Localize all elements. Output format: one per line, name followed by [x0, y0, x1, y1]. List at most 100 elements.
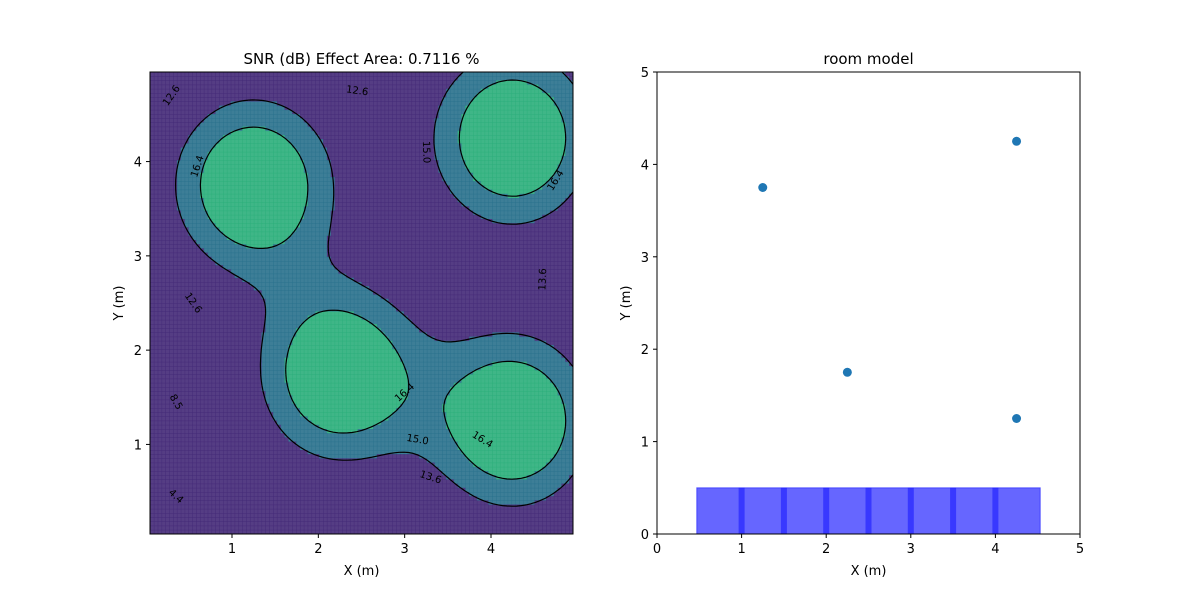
contour-cell — [380, 93, 386, 98]
contour-cell — [215, 189, 220, 195]
contour-cell — [257, 256, 263, 262]
contour-cell — [388, 160, 393, 165]
contour-cell — [488, 198, 493, 203]
contour-cell — [303, 97, 309, 102]
contour-cell — [465, 193, 470, 199]
contour-cell — [511, 156, 516, 161]
contour-cell — [480, 156, 486, 161]
contour-cell — [526, 118, 532, 123]
contour-cell — [349, 168, 355, 174]
contour-cell — [188, 93, 193, 98]
contour-cell — [315, 135, 320, 140]
contour-cell — [199, 122, 205, 128]
contour-cell — [388, 181, 393, 186]
contour-cell — [369, 151, 374, 157]
contour-cell — [311, 72, 316, 77]
contour-cell — [219, 139, 224, 144]
contour-cell — [384, 72, 390, 77]
contour-cell — [488, 164, 493, 170]
contour-cell — [269, 88, 274, 94]
contour-cell — [188, 227, 193, 233]
contour-cell — [369, 256, 374, 262]
contour-cell — [473, 130, 478, 136]
contour-cell — [549, 185, 555, 191]
contour-cell — [453, 206, 459, 212]
contour-cell — [399, 101, 405, 107]
contour-cell — [542, 76, 547, 81]
contour-cell — [507, 101, 513, 107]
contour-cell — [276, 72, 282, 77]
contour-cell — [238, 118, 243, 123]
contour-cell — [446, 97, 451, 102]
contour-cell — [326, 143, 332, 149]
contour-cell — [411, 93, 416, 98]
contour-cell — [215, 76, 220, 81]
contour-cell — [307, 160, 313, 165]
contour-cell — [199, 139, 205, 144]
contour-cell — [569, 193, 573, 199]
contour-cell — [465, 181, 470, 186]
contour-cell — [299, 248, 305, 254]
contour-cell — [484, 210, 489, 216]
contour-cell — [369, 147, 374, 153]
contour-cell — [534, 97, 539, 102]
contour-cell — [499, 76, 505, 81]
contour-cell — [199, 72, 205, 77]
contour-cell — [426, 198, 432, 203]
contour-cell — [442, 256, 447, 262]
contour-cell — [303, 164, 309, 170]
contour-cell — [284, 114, 290, 119]
contour-cell — [365, 252, 370, 258]
contour-cell — [473, 88, 478, 94]
contour-cell — [561, 193, 566, 199]
contour-cell — [211, 130, 216, 136]
contour-cell — [169, 261, 174, 266]
contour-cell — [469, 147, 474, 153]
contour-cell — [423, 122, 428, 128]
contour-cell — [315, 118, 320, 123]
contour-cell — [238, 214, 243, 220]
contour-cell — [184, 252, 190, 258]
contour-cell — [534, 80, 539, 86]
contour-cell — [380, 240, 386, 245]
contour-cell — [369, 101, 374, 107]
contour-cell — [434, 202, 440, 207]
contour-cell — [449, 214, 455, 220]
contour-cell — [565, 244, 570, 249]
contour-cell — [519, 193, 524, 199]
contour-cell — [407, 105, 413, 111]
contour-cell — [223, 223, 228, 228]
contour-cell — [534, 252, 539, 258]
contour-cell — [323, 105, 328, 111]
contour-cell — [219, 135, 224, 140]
contour-cell — [165, 156, 170, 161]
contour-cell — [530, 151, 536, 157]
contour-cell — [269, 240, 274, 245]
contour-cell — [565, 80, 570, 86]
contour-cell — [557, 248, 563, 254]
contour-cell — [319, 72, 324, 77]
contour-cell — [261, 151, 266, 157]
contour-cell — [430, 101, 436, 107]
contour-cell — [323, 143, 328, 149]
contour-cell — [526, 227, 532, 233]
contour-cell — [411, 88, 416, 94]
contour-cell — [496, 181, 501, 186]
contour-cell — [503, 240, 509, 245]
contour-cell — [303, 109, 309, 115]
contour-cell — [249, 231, 255, 237]
contour-cell — [169, 193, 174, 199]
contour-cell — [338, 93, 343, 98]
contour-cell — [492, 214, 497, 220]
contour-cell — [284, 231, 290, 237]
contour-cell — [496, 235, 501, 241]
contour-cell — [557, 160, 563, 165]
contour-cell — [465, 189, 470, 195]
contour-cell — [223, 147, 228, 153]
contour-cell — [392, 244, 397, 249]
contour-cell — [292, 227, 297, 233]
contour-cell — [449, 114, 455, 119]
contour-cell — [303, 256, 309, 262]
contour-cell — [219, 214, 224, 220]
contour-cell — [215, 248, 220, 254]
